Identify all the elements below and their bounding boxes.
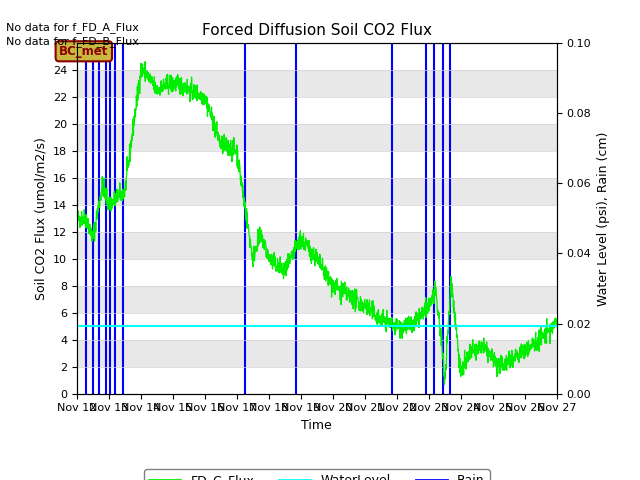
- Bar: [77, 151, 557, 178]
- Y-axis label: Water Level (psi), Rain (cm): Water Level (psi), Rain (cm): [597, 131, 610, 306]
- Text: No data for f_FD_B_Flux: No data for f_FD_B_Flux: [6, 36, 140, 47]
- Legend: FD_C_Flux, WaterLevel, Rain: FD_C_Flux, WaterLevel, Rain: [144, 469, 490, 480]
- Bar: [77, 205, 557, 232]
- Bar: [77, 313, 557, 340]
- Title: Forced Diffusion Soil CO2 Flux: Forced Diffusion Soil CO2 Flux: [202, 23, 432, 38]
- Bar: [77, 97, 557, 124]
- Text: BC_met: BC_met: [59, 45, 109, 58]
- Y-axis label: Soil CO2 Flux (umol/m2/s): Soil CO2 Flux (umol/m2/s): [35, 137, 47, 300]
- Bar: [77, 43, 557, 70]
- X-axis label: Time: Time: [301, 419, 332, 432]
- Bar: [77, 367, 557, 394]
- Bar: [77, 259, 557, 286]
- Text: No data for f_FD_A_Flux: No data for f_FD_A_Flux: [6, 22, 140, 33]
